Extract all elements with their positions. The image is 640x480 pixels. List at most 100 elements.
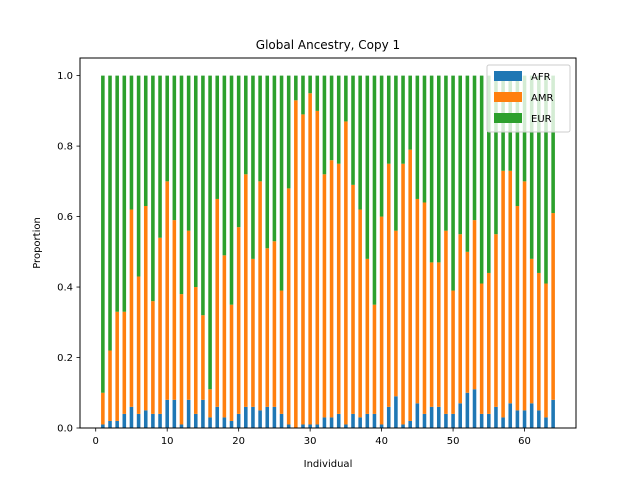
bar-afr-26 [279, 413, 284, 428]
bar-eur-50 [451, 75, 455, 291]
bar-eur-5 [129, 75, 134, 210]
bar-afr-55 [487, 413, 491, 428]
bar-amr-34 [336, 163, 341, 414]
bar-eur-17 [215, 75, 220, 199]
bar-eur-51 [458, 75, 462, 235]
bar-amr-24 [265, 248, 270, 407]
bar-eur-49 [444, 75, 448, 231]
bar-afr-43 [401, 424, 405, 428]
x-tick-label: 20 [232, 436, 245, 447]
bar-afr-16 [208, 417, 212, 428]
bar-eur-6 [136, 75, 141, 277]
bar-amr-39 [372, 304, 377, 414]
bar-eur-53 [472, 75, 477, 221]
bar-amr-37 [358, 209, 362, 418]
y-axis: 0.0 0.2 0.4 0.6 0.8 1.0 [57, 71, 80, 435]
bar-afr-60 [522, 410, 527, 428]
y-tick-label: 0.4 [57, 283, 73, 294]
bar-afr-2 [108, 420, 112, 428]
bar-afr-5 [129, 406, 134, 428]
bar-amr-30 [308, 93, 312, 425]
bar-afr-14 [193, 413, 198, 428]
bar-eur-4 [122, 75, 127, 312]
bar-amr-51 [458, 234, 462, 404]
bars-group [101, 75, 555, 428]
bar-eur-55 [487, 75, 491, 273]
bar-afr-62 [537, 410, 541, 428]
bar-eur-61 [529, 75, 534, 259]
legend-label-afr: AFR [531, 72, 551, 83]
bar-amr-43 [401, 163, 405, 425]
bar-afr-9 [158, 413, 162, 428]
bar-eur-59 [515, 75, 520, 207]
bar-afr-31 [315, 424, 320, 428]
legend-label-amr: AMR [531, 93, 553, 104]
bar-afr-63 [544, 417, 548, 428]
bar-afr-35 [344, 424, 348, 428]
bar-amr-56 [494, 234, 498, 407]
y-tick-label: 0.8 [57, 142, 73, 153]
bar-amr-13 [186, 230, 191, 400]
y-tick-label: 0.2 [57, 353, 73, 364]
bar-amr-7 [143, 206, 148, 411]
bar-eur-8 [151, 75, 155, 302]
bar-amr-11 [172, 220, 177, 400]
bar-eur-33 [329, 75, 334, 161]
bar-afr-7 [143, 410, 148, 428]
bar-amr-29 [301, 114, 305, 425]
bar-eur-47 [429, 75, 434, 263]
legend-swatch-amr [494, 92, 522, 102]
bar-eur-48 [436, 75, 441, 263]
legend-label-eur: EUR [531, 114, 552, 125]
bar-afr-25 [272, 406, 277, 428]
bar-afr-37 [358, 417, 362, 428]
bar-eur-20 [236, 75, 241, 228]
bar-amr-42 [394, 230, 398, 397]
bar-afr-18 [222, 417, 227, 428]
bar-amr-31 [315, 110, 320, 425]
bar-amr-3 [115, 311, 119, 421]
bar-amr-4 [122, 311, 127, 414]
bar-afr-45 [415, 403, 420, 428]
bar-afr-10 [165, 399, 169, 428]
bar-eur-35 [344, 75, 348, 122]
bar-amr-64 [551, 213, 555, 400]
bar-eur-56 [494, 75, 498, 235]
bar-afr-15 [201, 399, 205, 428]
bar-afr-33 [329, 417, 334, 428]
bar-afr-34 [336, 413, 341, 428]
x-tick-label: 30 [304, 436, 317, 447]
bar-amr-55 [487, 272, 491, 414]
bar-amr-63 [544, 283, 548, 418]
x-tick-label: 50 [447, 436, 460, 447]
bar-afr-51 [458, 403, 462, 428]
bar-amr-16 [208, 389, 212, 418]
bar-afr-59 [515, 410, 520, 428]
bar-amr-27 [286, 188, 291, 425]
bar-eur-14 [193, 75, 198, 288]
bar-eur-64 [551, 75, 555, 214]
bar-afr-57 [501, 417, 505, 428]
bar-afr-13 [186, 399, 191, 428]
bar-amr-21 [244, 174, 248, 407]
bar-amr-15 [201, 315, 205, 400]
bar-eur-23 [258, 75, 262, 182]
bar-eur-44 [408, 75, 412, 150]
y-axis-label: Proportion [32, 217, 43, 269]
plot-frame [79, 57, 577, 429]
bar-amr-20 [236, 227, 241, 414]
bar-afr-3 [115, 420, 119, 428]
bar-afr-41 [386, 406, 391, 428]
bar-eur-34 [336, 75, 341, 164]
bar-afr-24 [265, 406, 270, 428]
bar-eur-63 [544, 75, 548, 284]
bar-amr-17 [215, 198, 220, 407]
bar-amr-57 [501, 170, 505, 418]
bar-eur-15 [201, 75, 205, 316]
bar-eur-62 [537, 75, 541, 273]
bar-amr-8 [151, 301, 155, 414]
bar-amr-49 [444, 230, 448, 414]
bar-eur-28 [294, 75, 298, 101]
bar-eur-9 [158, 75, 162, 238]
